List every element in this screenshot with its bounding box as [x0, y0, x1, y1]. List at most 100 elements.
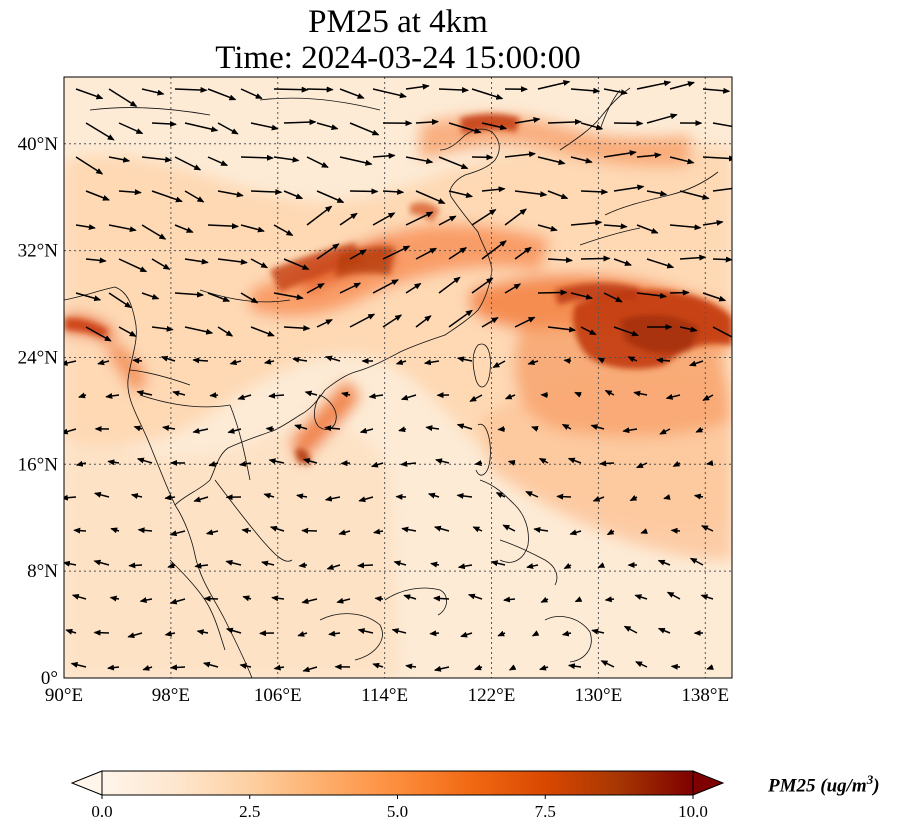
wind-vector	[273, 224, 294, 237]
wind-vector	[429, 630, 440, 637]
wind-vector	[702, 292, 727, 302]
wind-vector	[128, 562, 143, 569]
map-title: PM25 at 4km	[308, 4, 488, 40]
wind-vector	[679, 190, 710, 200]
wind-vector	[702, 155, 732, 162]
wind-vector	[75, 460, 87, 467]
wind-vector	[688, 360, 704, 367]
wind-vector	[75, 156, 104, 175]
wind-vector	[580, 122, 604, 131]
wind-vector	[603, 150, 637, 158]
wind-vector	[415, 315, 432, 328]
wind-vector	[636, 80, 672, 90]
wind-vector	[105, 392, 120, 399]
colorbar-tick-label: 10.0	[678, 802, 708, 821]
wind-vector	[405, 663, 417, 670]
wind-vector	[240, 292, 259, 304]
wind-vector	[209, 392, 219, 399]
wind-vector	[141, 292, 160, 300]
wind-vector	[85, 122, 115, 141]
wind-vector	[316, 243, 340, 260]
wind-vector	[471, 277, 494, 294]
wind-vector	[514, 117, 541, 124]
wind-vector	[357, 562, 374, 569]
wind-vector	[561, 630, 572, 637]
wind-vector	[415, 118, 439, 125]
wind-vector	[382, 188, 405, 195]
wind-vector	[341, 391, 351, 398]
wind-vector	[700, 525, 714, 532]
wind-vector	[400, 394, 417, 401]
wind-vector	[706, 460, 714, 466]
wind-vector	[613, 184, 645, 192]
wind-vector	[374, 595, 384, 602]
wind-vector	[107, 459, 120, 466]
wind-vector	[636, 152, 662, 159]
wind-vector	[629, 495, 638, 502]
wind-vector	[340, 460, 351, 467]
wind-vector	[438, 276, 461, 294]
wind-vector	[569, 529, 582, 536]
wind-vector	[107, 664, 120, 671]
wind-vector	[132, 357, 143, 364]
wind-vector	[349, 122, 380, 136]
wind-vector	[368, 393, 384, 400]
wind-vector	[174, 86, 208, 93]
wind-vector	[133, 425, 143, 432]
wind-vector	[207, 88, 237, 101]
wind-vector	[622, 427, 638, 434]
wind-vector	[184, 190, 205, 203]
wind-vector	[240, 88, 263, 100]
wind-vector	[657, 627, 671, 634]
wind-vector	[205, 529, 219, 536]
wind-vector	[339, 282, 362, 294]
wind-vector	[151, 190, 183, 203]
wind-vector	[635, 462, 648, 469]
lon-tick-label: 138°E	[681, 685, 729, 706]
wind-vector	[663, 494, 671, 500]
wind-vector	[316, 122, 339, 130]
wind-vector	[613, 326, 639, 337]
wind-vector	[547, 118, 582, 125]
wind-vector	[118, 189, 142, 196]
wind-vector	[481, 316, 499, 328]
wind-vector	[359, 427, 374, 434]
lon-tick-label: 130°E	[575, 685, 623, 706]
wind-vector	[273, 292, 304, 301]
wind-vector	[297, 631, 308, 637]
wind-vector	[448, 122, 482, 134]
wind-vector	[448, 309, 473, 328]
map-frame	[63, 76, 733, 679]
wind-vector	[283, 258, 310, 270]
wind-vector	[456, 423, 473, 430]
wind-vector	[137, 527, 153, 534]
wind-vector	[71, 593, 87, 600]
wind-vector	[679, 254, 707, 261]
map-time-subtitle: Time: 2024-03-24 15:00:00	[215, 40, 581, 76]
wind-vector	[184, 326, 214, 335]
wind-vector	[659, 428, 671, 435]
wind-vector	[592, 495, 605, 502]
wind-vector	[202, 661, 219, 668]
wind-vector	[646, 113, 678, 124]
wind-vector	[250, 258, 269, 269]
wind-vector	[393, 560, 407, 567]
wind-vector	[240, 154, 274, 161]
wind-vector	[169, 598, 186, 605]
lat-tick-label: 32°N	[18, 241, 59, 262]
wind-vector	[405, 156, 434, 164]
wind-vector	[556, 493, 572, 500]
wind-vector	[250, 326, 275, 337]
wind-vector	[184, 258, 209, 265]
wind-vector	[623, 625, 638, 634]
wind-vector	[283, 119, 317, 126]
wind-vector	[702, 394, 714, 401]
wind-vector	[570, 292, 594, 300]
wind-vector	[627, 356, 638, 363]
wind-vector	[613, 120, 644, 127]
wind-vector	[250, 188, 283, 195]
wind-vector	[456, 356, 473, 363]
wind-vector	[382, 314, 403, 328]
wind-vector	[349, 249, 367, 260]
wind-vector	[712, 187, 732, 192]
